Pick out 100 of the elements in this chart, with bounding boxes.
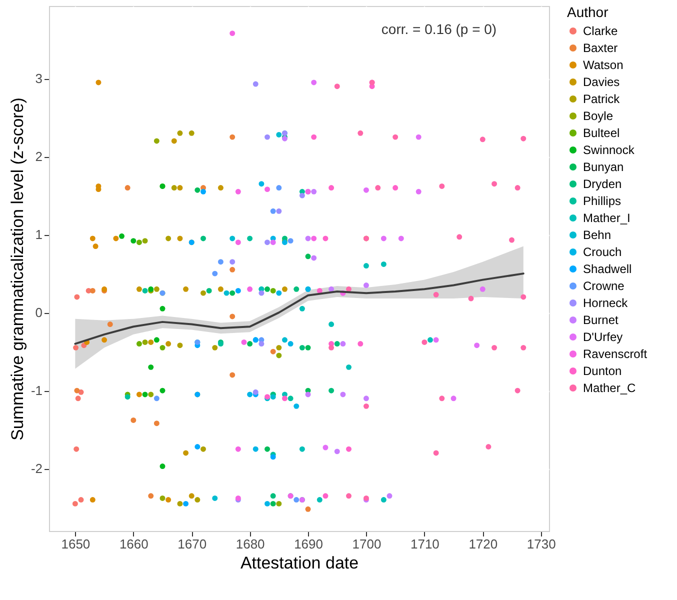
x-tick-label: 1660: [119, 536, 148, 552]
point: [363, 403, 369, 409]
point: [224, 290, 230, 296]
point: [252, 446, 258, 452]
legend-label: Baxter: [583, 41, 618, 55]
point: [264, 134, 270, 140]
legend-label: Davies: [583, 75, 620, 89]
point: [160, 464, 166, 469]
point: [264, 186, 270, 192]
point: [264, 286, 270, 292]
point: [270, 288, 276, 294]
point: [316, 497, 322, 503]
point: [358, 130, 364, 136]
point: [130, 238, 136, 244]
point: [520, 294, 526, 300]
point: [270, 493, 276, 499]
point: [288, 238, 294, 244]
point: [311, 134, 317, 140]
point: [235, 188, 241, 194]
point: [177, 185, 183, 190]
point: [194, 187, 200, 193]
point: [334, 448, 340, 454]
point: [520, 136, 526, 142]
point: [177, 342, 183, 348]
point: [247, 341, 253, 347]
point: [363, 282, 369, 288]
point: [276, 132, 282, 138]
point: [428, 337, 433, 343]
legend-label: Dunton: [583, 364, 622, 378]
point: [276, 185, 282, 190]
y-tick-label: 1: [35, 227, 42, 242]
point: [264, 500, 270, 506]
point: [492, 344, 498, 350]
point: [270, 500, 276, 506]
point: [456, 234, 462, 240]
point: [346, 364, 352, 370]
x-tick-label: 1690: [294, 536, 323, 552]
point: [119, 233, 124, 239]
point: [328, 185, 334, 190]
point: [299, 446, 305, 452]
point: [422, 339, 428, 345]
point: [142, 392, 148, 398]
point: [433, 450, 439, 456]
point: [154, 396, 160, 402]
point: [328, 344, 334, 350]
point: [154, 337, 160, 343]
point: [177, 500, 183, 506]
point: [74, 446, 80, 452]
point: [230, 372, 236, 378]
point: [241, 339, 247, 345]
legend-label: Clarke: [583, 24, 618, 38]
point: [282, 337, 288, 343]
point: [200, 290, 206, 296]
point: [520, 344, 526, 350]
point: [282, 396, 288, 402]
point: [154, 286, 160, 292]
point: [322, 444, 328, 450]
point: [200, 188, 206, 194]
point: [78, 497, 84, 503]
point: [386, 493, 392, 499]
legend-label: Phillips: [583, 194, 622, 208]
point: [264, 240, 270, 246]
point: [294, 497, 300, 503]
point: [212, 270, 218, 276]
point: [270, 348, 276, 354]
point: [276, 500, 282, 506]
point: [171, 138, 177, 144]
point: [136, 240, 142, 246]
point: [230, 314, 236, 320]
legend-label: Mather_I: [583, 211, 630, 225]
legend-label: Swinnock: [583, 143, 636, 157]
point: [194, 444, 200, 450]
point: [270, 240, 276, 246]
point: [92, 244, 98, 249]
point: [183, 450, 189, 456]
point: [514, 388, 520, 394]
point: [247, 392, 253, 398]
x-axis-title: Attestation date: [240, 554, 359, 572]
point: [305, 254, 311, 260]
point: [148, 364, 154, 370]
point: [439, 183, 445, 189]
point: [252, 81, 258, 87]
point: [72, 500, 78, 506]
point: [433, 337, 439, 343]
point: [73, 344, 79, 350]
legend-label: D'Urfey: [583, 330, 623, 344]
point: [480, 286, 486, 292]
legend-label: Behn: [583, 228, 612, 242]
point: [299, 192, 305, 198]
point: [160, 306, 166, 312]
legend-title: Author: [567, 4, 609, 20]
point: [480, 136, 486, 142]
point: [160, 496, 166, 501]
point: [509, 237, 514, 243]
y-tick-label: 3: [35, 71, 42, 86]
point: [166, 341, 172, 347]
point: [299, 306, 305, 312]
point: [311, 236, 317, 242]
point: [200, 236, 206, 242]
point: [311, 80, 317, 86]
